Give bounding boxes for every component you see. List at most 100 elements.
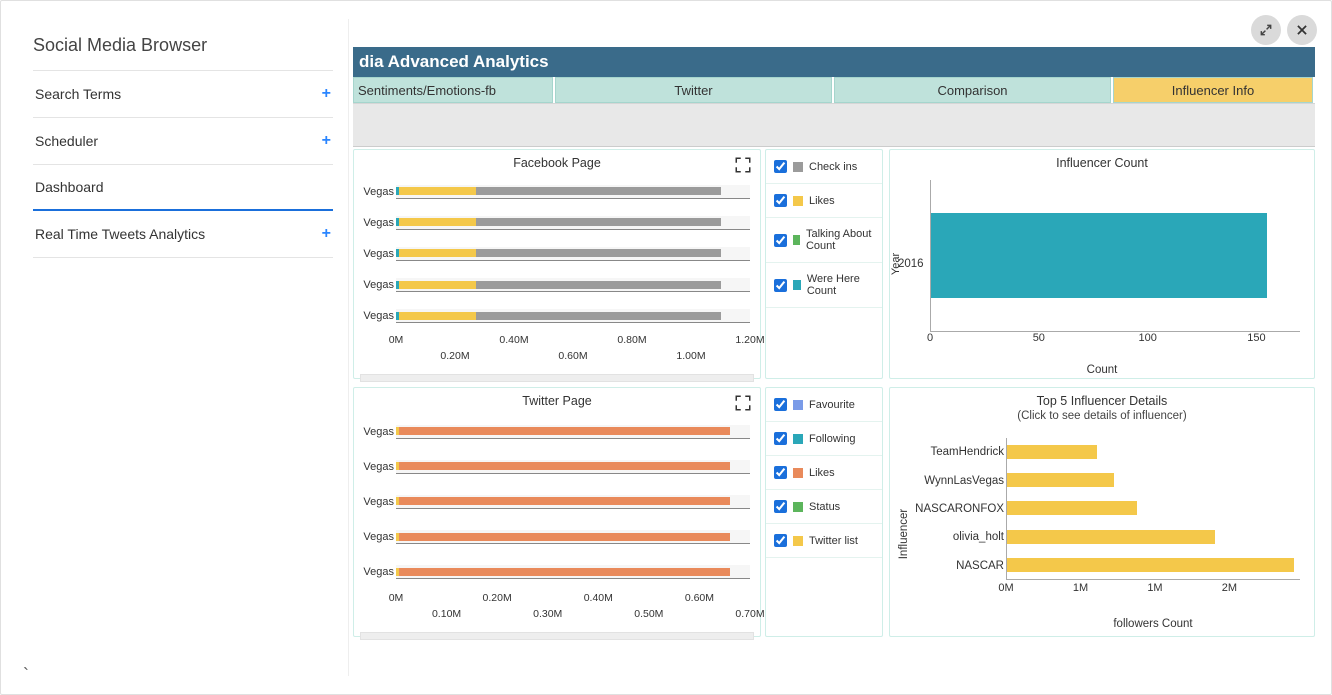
category-label: Vegas xyxy=(363,461,394,473)
x-tick-label: 100 xyxy=(1138,332,1156,344)
influencer-bar[interactable] xyxy=(1007,445,1097,459)
x-tick-label: 0.60M xyxy=(685,592,714,604)
x-tick-label: 0.40M xyxy=(499,334,528,346)
bar-segment[interactable] xyxy=(396,568,730,576)
bar-segment[interactable] xyxy=(396,312,399,320)
plus-icon: + xyxy=(322,132,331,150)
bar-segment[interactable] xyxy=(396,187,476,195)
bar-segment[interactable] xyxy=(396,249,399,257)
influencer-count-bar[interactable] xyxy=(931,213,1267,298)
bar-segment[interactable] xyxy=(396,497,399,505)
close-button[interactable] xyxy=(1287,15,1317,45)
top5-subtitle: (Click to see details of influencer) xyxy=(890,410,1314,422)
close-icon xyxy=(1295,23,1309,37)
dashboard-panels: Facebook Page VegasVegasVegasVegasVegas … xyxy=(353,149,1315,670)
bar-segment[interactable] xyxy=(396,462,399,470)
x-tick-label: 50 xyxy=(1033,332,1045,344)
x-tick-label: 0.20M xyxy=(440,350,469,362)
legend-checkbox[interactable] xyxy=(774,234,787,247)
facebook-expand-button[interactable] xyxy=(734,156,752,177)
twitter-expand-button[interactable] xyxy=(734,394,752,415)
bar-segment[interactable] xyxy=(396,218,476,226)
bar-segment[interactable] xyxy=(396,427,399,435)
legend-swatch xyxy=(793,400,803,410)
legend-swatch xyxy=(793,280,801,290)
category-label: Vegas xyxy=(363,279,394,291)
bar-segment[interactable] xyxy=(396,187,399,195)
category-label: Vegas xyxy=(363,426,394,438)
bar-segment[interactable] xyxy=(396,462,730,470)
legend-item[interactable]: Talking About Count xyxy=(766,218,882,263)
bar-segment[interactable] xyxy=(396,312,476,320)
expand-icon xyxy=(734,394,752,412)
window-controls xyxy=(1251,15,1317,45)
legend-label: Were Here Count xyxy=(807,273,874,297)
tab-sentiments-emotions-fb[interactable]: Sentiments/Emotions-fb xyxy=(353,77,553,103)
sidebar-item-scheduler[interactable]: Scheduler+ xyxy=(33,118,333,165)
influencer-name-label: WynnLasVegas xyxy=(924,475,1004,487)
bar-segment[interactable] xyxy=(396,533,730,541)
legend-item[interactable]: Favourite xyxy=(766,388,882,422)
x-tick-label: 0 xyxy=(927,332,933,344)
top5-chart xyxy=(1006,438,1300,580)
influencer-bar[interactable] xyxy=(1007,530,1215,544)
legend-checkbox[interactable] xyxy=(774,279,787,292)
bar-segment[interactable] xyxy=(396,249,476,257)
category-label: Vegas xyxy=(363,310,394,322)
sidebar-item-real-time-tweets-analytics[interactable]: Real Time Tweets Analytics+ xyxy=(33,211,333,258)
legend-checkbox[interactable] xyxy=(774,160,787,173)
legend-item[interactable]: Were Here Count xyxy=(766,263,882,308)
top5-panel: Top 5 Influencer Details (Click to see d… xyxy=(889,387,1315,637)
plus-icon: + xyxy=(322,85,331,103)
legend-checkbox[interactable] xyxy=(774,398,787,411)
influencer-bar[interactable] xyxy=(1007,558,1294,572)
influencer-bar[interactable] xyxy=(1007,501,1137,515)
sidebar-title: Social Media Browser xyxy=(33,35,333,71)
top5-title: Top 5 Influencer Details xyxy=(890,388,1314,410)
sidebar-item-search-terms[interactable]: Search Terms+ xyxy=(33,71,333,118)
x-tick-label: 0M xyxy=(389,592,404,604)
influencer-name-label: TeamHendrick xyxy=(931,446,1005,458)
legend-item[interactable]: Check ins xyxy=(766,150,882,184)
influencer-bar[interactable] xyxy=(1007,473,1114,487)
maximize-button[interactable] xyxy=(1251,15,1281,45)
legend-checkbox[interactable] xyxy=(774,432,787,445)
bar-segment[interactable] xyxy=(396,218,399,226)
bar-segment[interactable] xyxy=(396,533,399,541)
bar-segment[interactable] xyxy=(396,568,399,576)
legend-checkbox[interactable] xyxy=(774,500,787,513)
influencer-count-chart xyxy=(930,180,1300,332)
facebook-legend-panel: Check insLikes Talking About Count Were He… xyxy=(765,149,883,379)
legend-checkbox[interactable] xyxy=(774,534,787,547)
bar-segment[interactable] xyxy=(396,497,730,505)
x-tick-label: 1.20M xyxy=(735,334,764,346)
bar-segment[interactable] xyxy=(396,427,730,435)
tab-comparison[interactable]: Comparison xyxy=(834,77,1111,103)
legend-checkbox[interactable] xyxy=(774,466,787,479)
sidebar-item-dashboard[interactable]: Dashboard xyxy=(33,165,333,211)
influencer-count-title: Influencer Count xyxy=(890,150,1314,172)
influencer-count-panel: Influencer Count Year 2016 050100150 Cou… xyxy=(889,149,1315,379)
x-tick-label: 1.00M xyxy=(676,350,705,362)
dashboard-header: dia Advanced Analytics xyxy=(353,47,1315,77)
influencer-count-category: 2016 xyxy=(898,258,924,270)
legend-label: Likes xyxy=(809,467,835,479)
legend-item[interactable]: Twitter list xyxy=(766,524,882,558)
bar-segment[interactable] xyxy=(396,281,476,289)
category-label: Vegas xyxy=(363,217,394,229)
legend-item[interactable]: Status xyxy=(766,490,882,524)
legend-label: Talking About Count xyxy=(806,228,874,252)
legend-swatch xyxy=(793,235,800,245)
legend-item[interactable]: Likes xyxy=(766,184,882,218)
x-tick-label: 150 xyxy=(1247,332,1265,344)
category-label: Vegas xyxy=(363,531,394,543)
tab-influencer-info[interactable]: Influencer Info xyxy=(1113,77,1313,103)
legend-checkbox[interactable] xyxy=(774,194,787,207)
legend-item[interactable]: Following xyxy=(766,422,882,456)
toolbar-area xyxy=(353,103,1315,147)
x-tick-label: 1M xyxy=(1073,582,1088,594)
tab-twitter[interactable]: Twitter xyxy=(555,77,832,103)
bar-segment[interactable] xyxy=(396,281,399,289)
legend-item[interactable]: Likes xyxy=(766,456,882,490)
category-label: Vegas xyxy=(363,248,394,260)
